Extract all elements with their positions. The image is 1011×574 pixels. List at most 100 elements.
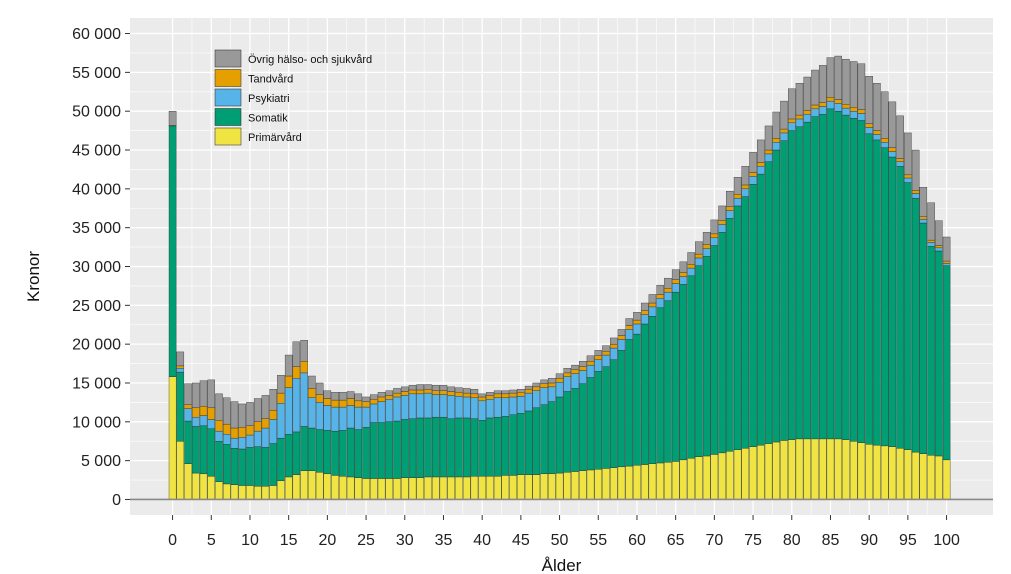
bar-segment <box>416 477 424 500</box>
bar-segment <box>795 118 804 127</box>
bar-segment <box>617 329 626 336</box>
y-tick-label: 10 000 <box>72 414 121 431</box>
bar-segment <box>857 120 866 443</box>
bar-stack-age-69 <box>702 232 711 500</box>
x-tick-label: 60 <box>628 532 646 549</box>
bar-segment <box>586 361 595 366</box>
bar-segment <box>757 166 765 175</box>
bar-segment <box>563 472 572 500</box>
bar-stack-age-52 <box>571 364 579 500</box>
bar-segment <box>501 390 510 395</box>
bar-segment <box>424 476 432 500</box>
bar-segment <box>401 477 409 500</box>
legend-swatch <box>214 49 242 68</box>
bar-segment <box>865 133 873 445</box>
bar-segment <box>741 448 750 500</box>
bar-segment <box>308 375 316 389</box>
bar-stack-age-20 <box>323 390 332 500</box>
bar-segment <box>610 337 618 345</box>
bar-segment <box>269 443 277 486</box>
bar-segment <box>401 419 409 478</box>
bar-segment <box>555 378 564 383</box>
y-tick-label: 5 000 <box>81 453 121 470</box>
bar-segment <box>253 398 262 422</box>
legend-label: Övrig hälso- och sjukvård <box>248 54 372 66</box>
bar-segment <box>424 384 432 390</box>
bar-segment <box>865 444 873 500</box>
bar-stack-age-9 <box>238 403 246 500</box>
bar-segment <box>362 427 370 479</box>
bar-segment <box>664 277 672 289</box>
bar-segment <box>540 383 548 388</box>
bar-segment <box>718 220 726 225</box>
bar-segment <box>478 400 486 421</box>
bar-segment <box>718 232 726 454</box>
bar-segment <box>339 406 347 431</box>
bar-stack-age-62 <box>648 294 657 500</box>
bar-segment <box>184 383 192 405</box>
legend-label: Tandvård <box>248 74 293 86</box>
bar-segment <box>741 188 750 197</box>
bar-segment <box>633 312 641 321</box>
bar-segment <box>764 161 773 444</box>
bar-segment <box>811 104 819 110</box>
bar-segment <box>424 417 432 478</box>
x-tick-label: 25 <box>357 532 375 549</box>
bar-stack-age-32 <box>416 384 424 500</box>
bar-segment <box>888 446 897 500</box>
bar-stack-age-96 <box>911 149 920 500</box>
bar-stack-age-94 <box>896 115 904 500</box>
bar-stack-age-8 <box>230 401 239 500</box>
bar-stack-age-10 <box>246 402 254 500</box>
bar-stack-age-98 <box>927 202 935 500</box>
bar-segment <box>811 108 819 117</box>
bar-stack-age-82 <box>803 76 811 500</box>
bar-segment <box>563 372 572 377</box>
bar-segment <box>811 116 819 440</box>
bar-segment <box>795 83 804 116</box>
bar-segment <box>548 473 556 500</box>
bar-segment <box>238 448 246 486</box>
bar-stack-age-4 <box>199 380 208 500</box>
bar-segment <box>695 241 703 255</box>
bar-segment <box>772 149 781 443</box>
bar-segment <box>919 218 928 224</box>
bar-segment <box>757 162 765 167</box>
bar-segment <box>780 100 788 130</box>
bar-segment <box>873 130 881 135</box>
x-axis-title: Ålder <box>542 556 582 574</box>
bar-segment <box>617 466 626 500</box>
bar-segment <box>656 307 664 464</box>
bar-segment <box>207 407 216 420</box>
bar-segment <box>710 219 719 235</box>
bar-segment <box>857 113 866 121</box>
bar-segment <box>261 395 270 419</box>
bar-segment <box>315 394 324 403</box>
bar-segment <box>710 237 719 246</box>
bar-stack-age-59 <box>625 318 633 500</box>
bar-segment <box>788 118 796 124</box>
x-tick-label: 65 <box>667 532 685 549</box>
bar-segment <box>215 430 223 442</box>
bar-segment <box>431 385 440 391</box>
bar-segment <box>873 139 881 446</box>
bar-segment <box>393 396 401 422</box>
bar-segment <box>896 115 904 159</box>
bar-segment <box>904 174 912 179</box>
bar-segment <box>826 97 835 102</box>
bar-stack-age-24 <box>354 393 363 500</box>
bar-segment <box>640 464 649 500</box>
bar-segment <box>625 325 633 330</box>
bar-segment <box>865 127 873 134</box>
bar-segment <box>757 139 765 163</box>
bar-segment <box>393 478 401 500</box>
x-tick-label: 15 <box>280 532 298 549</box>
bar-stack-age-33 <box>424 384 432 500</box>
bar-segment <box>617 339 626 351</box>
bar-stack-age-84 <box>818 65 827 500</box>
bar-segment <box>571 388 579 472</box>
bar-stack-age-19 <box>315 382 324 500</box>
bar-segment <box>702 244 711 249</box>
bar-segment <box>904 177 912 183</box>
bar-segment <box>671 291 680 462</box>
